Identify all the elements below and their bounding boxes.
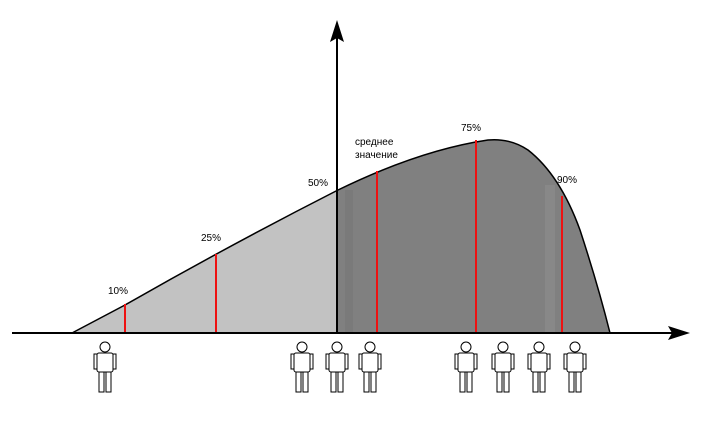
mean-label-line1: среднее [355, 137, 394, 148]
people-row [93, 341, 587, 393]
person-icon [93, 341, 117, 393]
upper-half-area [338, 139, 610, 333]
p90-label: 90% [557, 175, 577, 186]
person-icon [454, 341, 478, 393]
lower-half-area [72, 190, 338, 333]
p25-label: 25% [201, 233, 221, 244]
person-icon [527, 341, 551, 393]
shade-band [545, 185, 555, 333]
y-axis-arrow-icon [330, 20, 344, 42]
mean-label-line2: значение [355, 150, 398, 161]
person-icon [563, 341, 587, 393]
person-icon [325, 341, 349, 393]
x-axis-arrow-icon [668, 326, 690, 340]
person-icon [290, 341, 314, 393]
person-icon [491, 341, 515, 393]
person-icon [358, 341, 382, 393]
shade-band [345, 190, 353, 333]
distribution-curve [71, 138, 611, 334]
p10-label: 10% [108, 286, 128, 297]
p75-label: 75% [461, 123, 481, 134]
p50-label: 50% [308, 178, 328, 189]
